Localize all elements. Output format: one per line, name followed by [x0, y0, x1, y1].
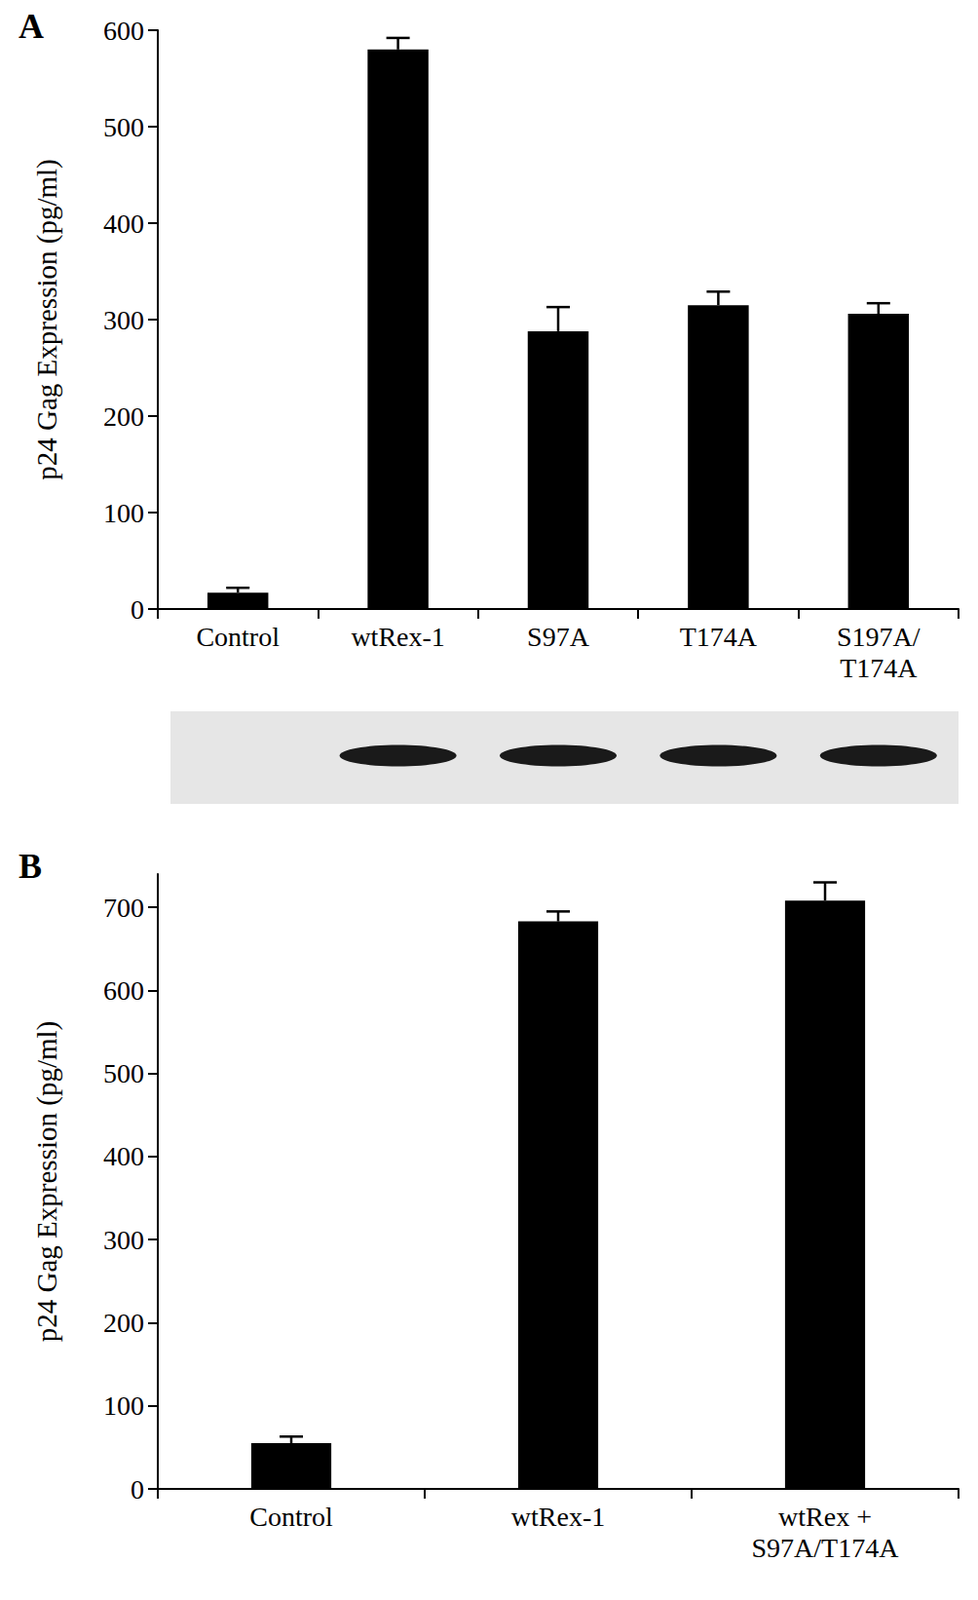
svg-text:T174A: T174A — [839, 652, 918, 683]
svg-text:0: 0 — [130, 1473, 145, 1505]
svg-text:B: B — [18, 846, 42, 886]
svg-text:200: 200 — [103, 401, 145, 432]
svg-text:600: 600 — [103, 975, 145, 1006]
svg-text:0: 0 — [130, 594, 145, 625]
svg-text:Control: Control — [195, 621, 280, 652]
svg-text:p24 Gag Expression (pg/ml): p24 Gag Expression (pg/ml) — [31, 1020, 64, 1342]
svg-text:400: 400 — [103, 208, 145, 239]
svg-text:S97A: S97A — [526, 621, 591, 652]
svg-text:100: 100 — [103, 497, 145, 528]
svg-text:T174A: T174A — [679, 621, 758, 652]
svg-text:A: A — [18, 6, 44, 46]
svg-text:200: 200 — [103, 1307, 145, 1338]
svg-text:S197A/: S197A/ — [836, 621, 921, 652]
svg-text:500: 500 — [103, 112, 145, 143]
svg-text:100: 100 — [103, 1390, 145, 1421]
svg-text:300: 300 — [103, 304, 145, 336]
svg-text:wtRex +: wtRex + — [778, 1501, 872, 1532]
svg-text:600: 600 — [103, 15, 145, 46]
svg-text:S97A/T174A: S97A/T174A — [752, 1532, 901, 1563]
svg-text:p24 Gag Expression (pg/ml): p24 Gag Expression (pg/ml) — [31, 158, 64, 480]
svg-text:700: 700 — [103, 892, 145, 923]
svg-text:wtRex-1: wtRex-1 — [350, 621, 445, 652]
svg-text:300: 300 — [103, 1224, 145, 1255]
svg-text:wtRex-1: wtRex-1 — [511, 1501, 605, 1532]
svg-text:400: 400 — [103, 1140, 145, 1171]
svg-text:Control: Control — [249, 1501, 334, 1532]
svg-text:500: 500 — [103, 1057, 145, 1089]
